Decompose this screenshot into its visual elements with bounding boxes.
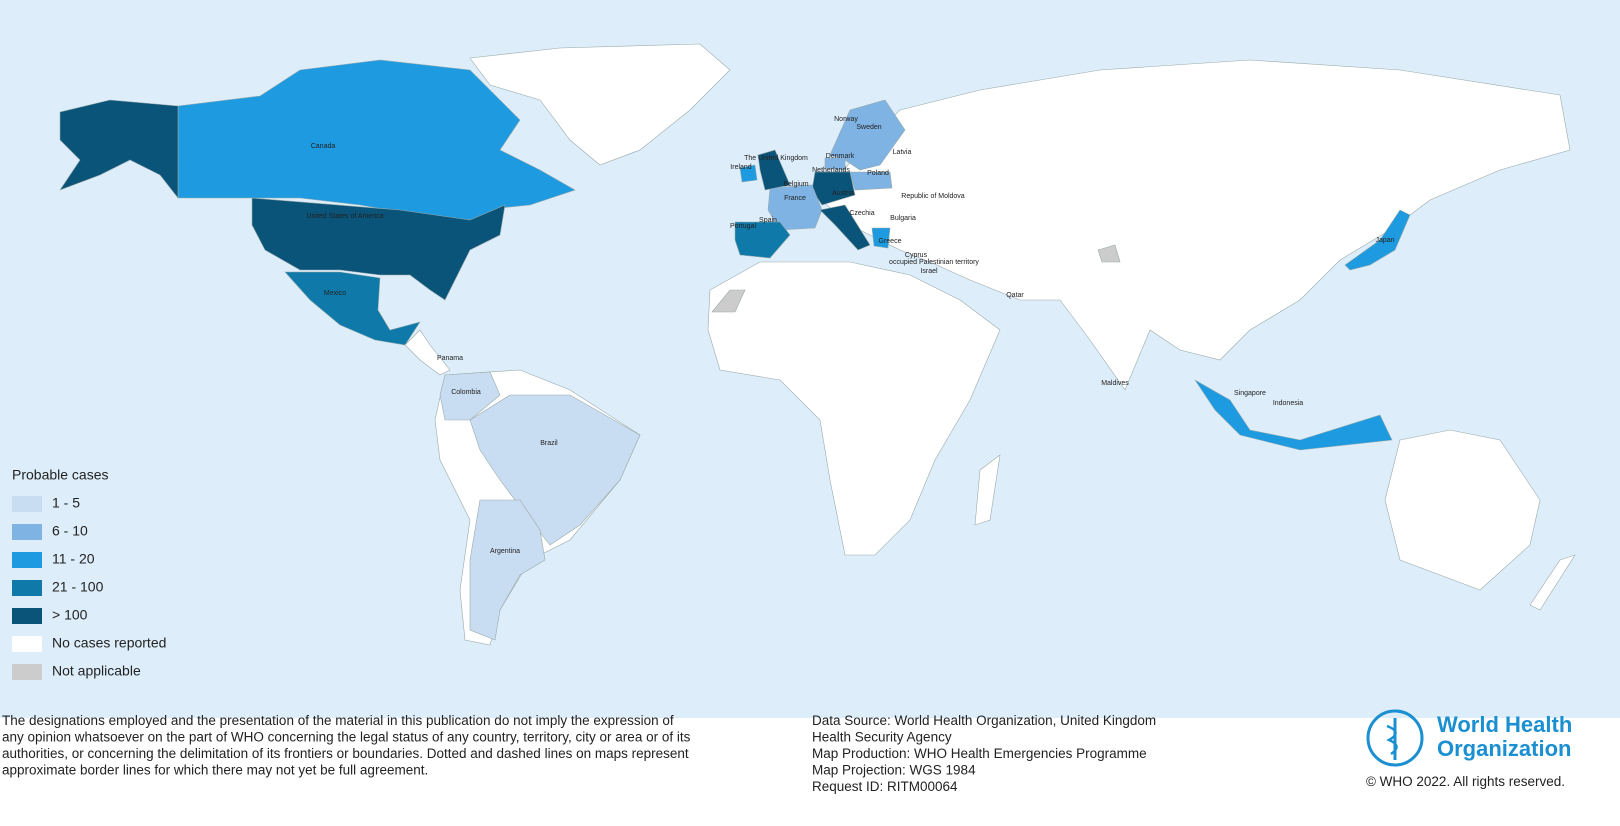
legend-label: Not applicable [52,663,141,679]
indonesia [1194,379,1393,451]
country-label: Portugal [730,223,757,230]
country-label: occupied Palestinian territory [889,259,979,266]
country-label: Colombia [451,389,481,396]
western-sahara [711,289,746,313]
country-label: Greece [879,238,902,245]
usa [251,197,506,301]
legend-label: 6 - 10 [52,523,88,539]
uk [757,149,791,191]
ireland [739,164,758,183]
japan [1344,209,1411,271]
disclaimer-line: The designations employed and the presen… [2,713,674,728]
country-label: United States of America [306,213,383,220]
country-label: Argentina [490,548,520,555]
legend-swatch [12,524,42,540]
central-america [404,329,451,376]
australia [1384,429,1541,591]
france [767,184,823,231]
madagascar [974,454,1001,526]
country-label: Czechia [849,210,874,217]
credit-line: Health Security Agency [812,730,952,745]
legend-label: 11 - 20 [52,551,95,567]
legend-title: Probable cases [12,467,109,483]
logo-text: Organization [1437,736,1571,761]
legend-swatch [12,496,42,512]
legend: Probable cases 1 - 5 6 - 10 11 - 20 21 - 100… [12,467,166,680]
country-label: The United Kingdom [744,155,808,162]
landmasses [59,43,1576,646]
legend-label: > 100 [52,607,88,623]
denmark [824,157,846,171]
country-label: Japan [1375,237,1394,244]
greece [871,227,891,249]
country-label: Indonesia [1273,400,1303,407]
kashmir [1097,244,1121,263]
scandinavia [829,99,906,171]
country-label: Austria [832,190,854,197]
who-emblem [1366,709,1424,767]
greenland [469,43,731,166]
new-zealand [1529,554,1576,611]
country-label: Poland [867,170,889,177]
credit-line: Map Projection: WGS 1984 [812,763,976,778]
country-label: Belgium [783,181,808,188]
country-label: Panama [437,355,463,362]
country-label: Bulgaria [890,215,916,222]
logo-text: World Health [1437,712,1572,737]
country-label: Denmark [826,153,855,160]
canada [177,59,576,221]
disclaimer-line: approximate border lines for which there… [2,763,428,778]
legend-swatch [12,664,42,680]
country-labels: Canada United States of America Mexico Pana… [306,116,1394,555]
country-label: Netherlands [812,167,850,174]
country-label: Latvia [893,149,912,156]
africa [707,261,1001,556]
country-label: Sweden [856,124,881,131]
credit-line: Data Source: World Health Organization, … [812,713,1156,728]
argentina [469,499,546,641]
country-label: Spain [759,217,777,224]
legend-swatch [12,580,42,596]
alaska [59,99,179,199]
country-label: Mexico [324,290,346,297]
country-label: Maldives [1101,380,1129,387]
country-label: Brazil [540,440,558,447]
copyright: © WHO 2022. All rights reserved. [1366,774,1565,789]
eurasia [819,59,1571,391]
footer: The designations employed and the presen… [2,709,1572,794]
country-label: Ireland [730,164,752,171]
iberia [734,221,791,259]
country-label: Norway [834,116,858,123]
mexico [284,271,421,346]
country-label: Canada [311,143,336,150]
brazil [469,394,641,546]
country-label: Singapore [1234,390,1266,397]
credit-line: Map Production: WHO Health Emergencies P… [812,746,1147,761]
legend-swatch [12,552,42,568]
country-label: Cyprus [905,252,928,259]
poland [849,171,893,191]
disclaimer-line: authorities, or concerning the delimitat… [2,746,689,761]
country-label: Israel [920,268,938,275]
country-label: Republic of Moldova [901,193,965,200]
legend-swatch [12,636,42,652]
credit-line: Request ID: RITM00064 [812,779,958,794]
legend-label: 1 - 5 [52,495,80,511]
country-label: France [784,195,806,202]
legend-swatch [12,608,42,624]
italy [819,204,871,251]
legend-label: 21 - 100 [52,579,104,595]
legend-label: No cases reported [52,635,166,651]
disclaimer-line: any opinion whatsoever on the part of WH… [2,730,691,745]
country-label: Qatar [1006,292,1024,299]
